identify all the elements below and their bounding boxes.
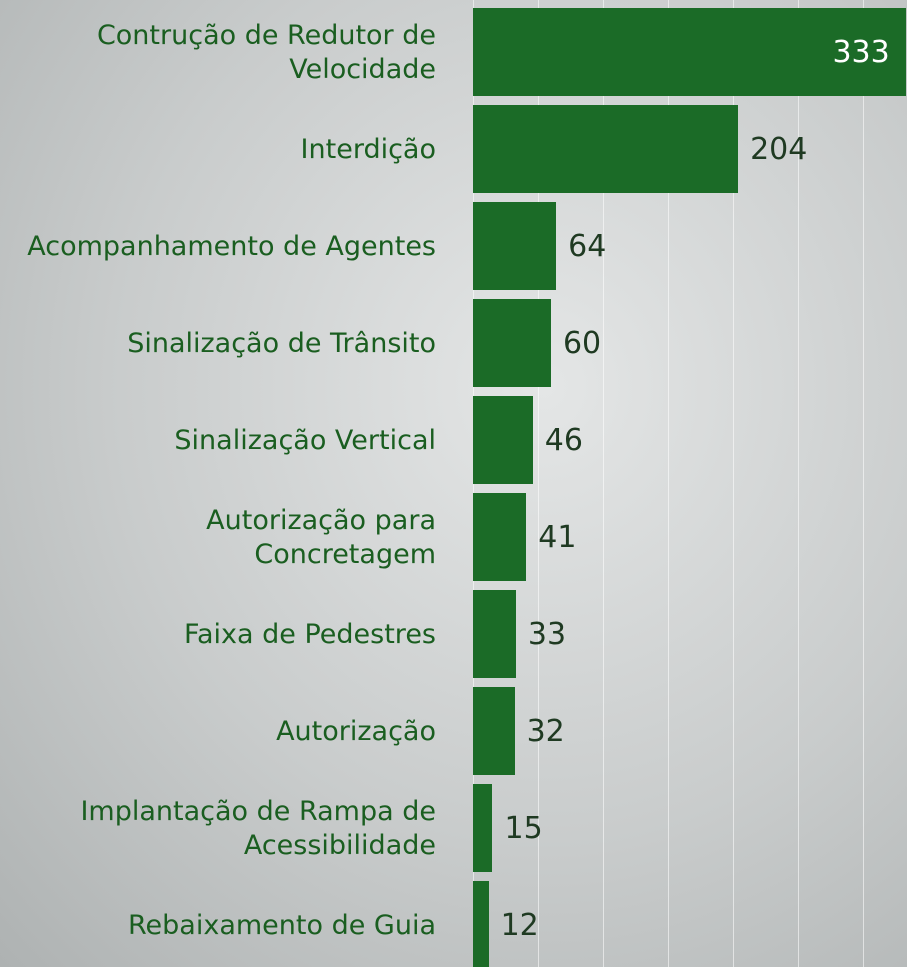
grid-line [797, 0, 799, 967]
category-label: Sinalização Vertical [0, 392, 436, 489]
bar [473, 590, 516, 678]
category-label: Faixa de Pedestres [0, 586, 436, 683]
grid-line [862, 0, 864, 967]
category-text: Autorização [276, 715, 436, 747]
category-text: Interdição [300, 133, 436, 165]
value-label: 46 [544, 422, 583, 458]
value-label: 32 [526, 713, 565, 749]
bar [473, 105, 739, 193]
bar [473, 687, 515, 775]
category-text: Faixa de Pedestres [183, 618, 436, 650]
value-label: 12 [500, 907, 539, 943]
bar [473, 784, 493, 872]
category-label: Interdição [0, 101, 436, 198]
grid-line [667, 0, 669, 967]
bar [473, 493, 527, 581]
value-label: 64 [568, 228, 607, 264]
category-label: Acompanhamento de Agentes [0, 198, 436, 295]
category-text: Sinalização de Trânsito [127, 327, 436, 359]
bar [473, 299, 551, 387]
category-text: Implantação de Rampa de Acessibilidade [80, 795, 436, 861]
value-label: 33 [527, 616, 567, 652]
category-text: Sinalização Vertical [174, 424, 436, 456]
value-label: 333 [832, 34, 890, 70]
bar [473, 202, 557, 290]
category-text: Rebaixamento de Guia [128, 909, 436, 941]
grid-line [732, 0, 734, 967]
grid-line [537, 0, 539, 967]
category-text: Contrução de Redutor de Velocidade [96, 19, 436, 85]
category-label: Autorização para Concretagem [0, 489, 436, 586]
category-text: Acompanhamento de Agentes [27, 230, 436, 262]
value-label: 60 [562, 325, 602, 361]
category-label: Autorização [0, 683, 436, 780]
bar [473, 8, 906, 96]
value-label: 204 [750, 131, 808, 167]
grid-line [602, 0, 604, 967]
value-label: 41 [538, 519, 577, 555]
category-label: Implantação de Rampa de Acessibilidade [0, 780, 436, 877]
value-label: 15 [504, 810, 543, 846]
category-label: Contrução de Redutor de Velocidade [0, 4, 436, 101]
category-label: Rebaixamento de Guia [0, 877, 436, 967]
bar [473, 881, 489, 967]
category-label: Sinalização de Trânsito [0, 295, 436, 392]
category-text: Autorização para Concretagem [206, 504, 436, 570]
bar [473, 396, 533, 484]
